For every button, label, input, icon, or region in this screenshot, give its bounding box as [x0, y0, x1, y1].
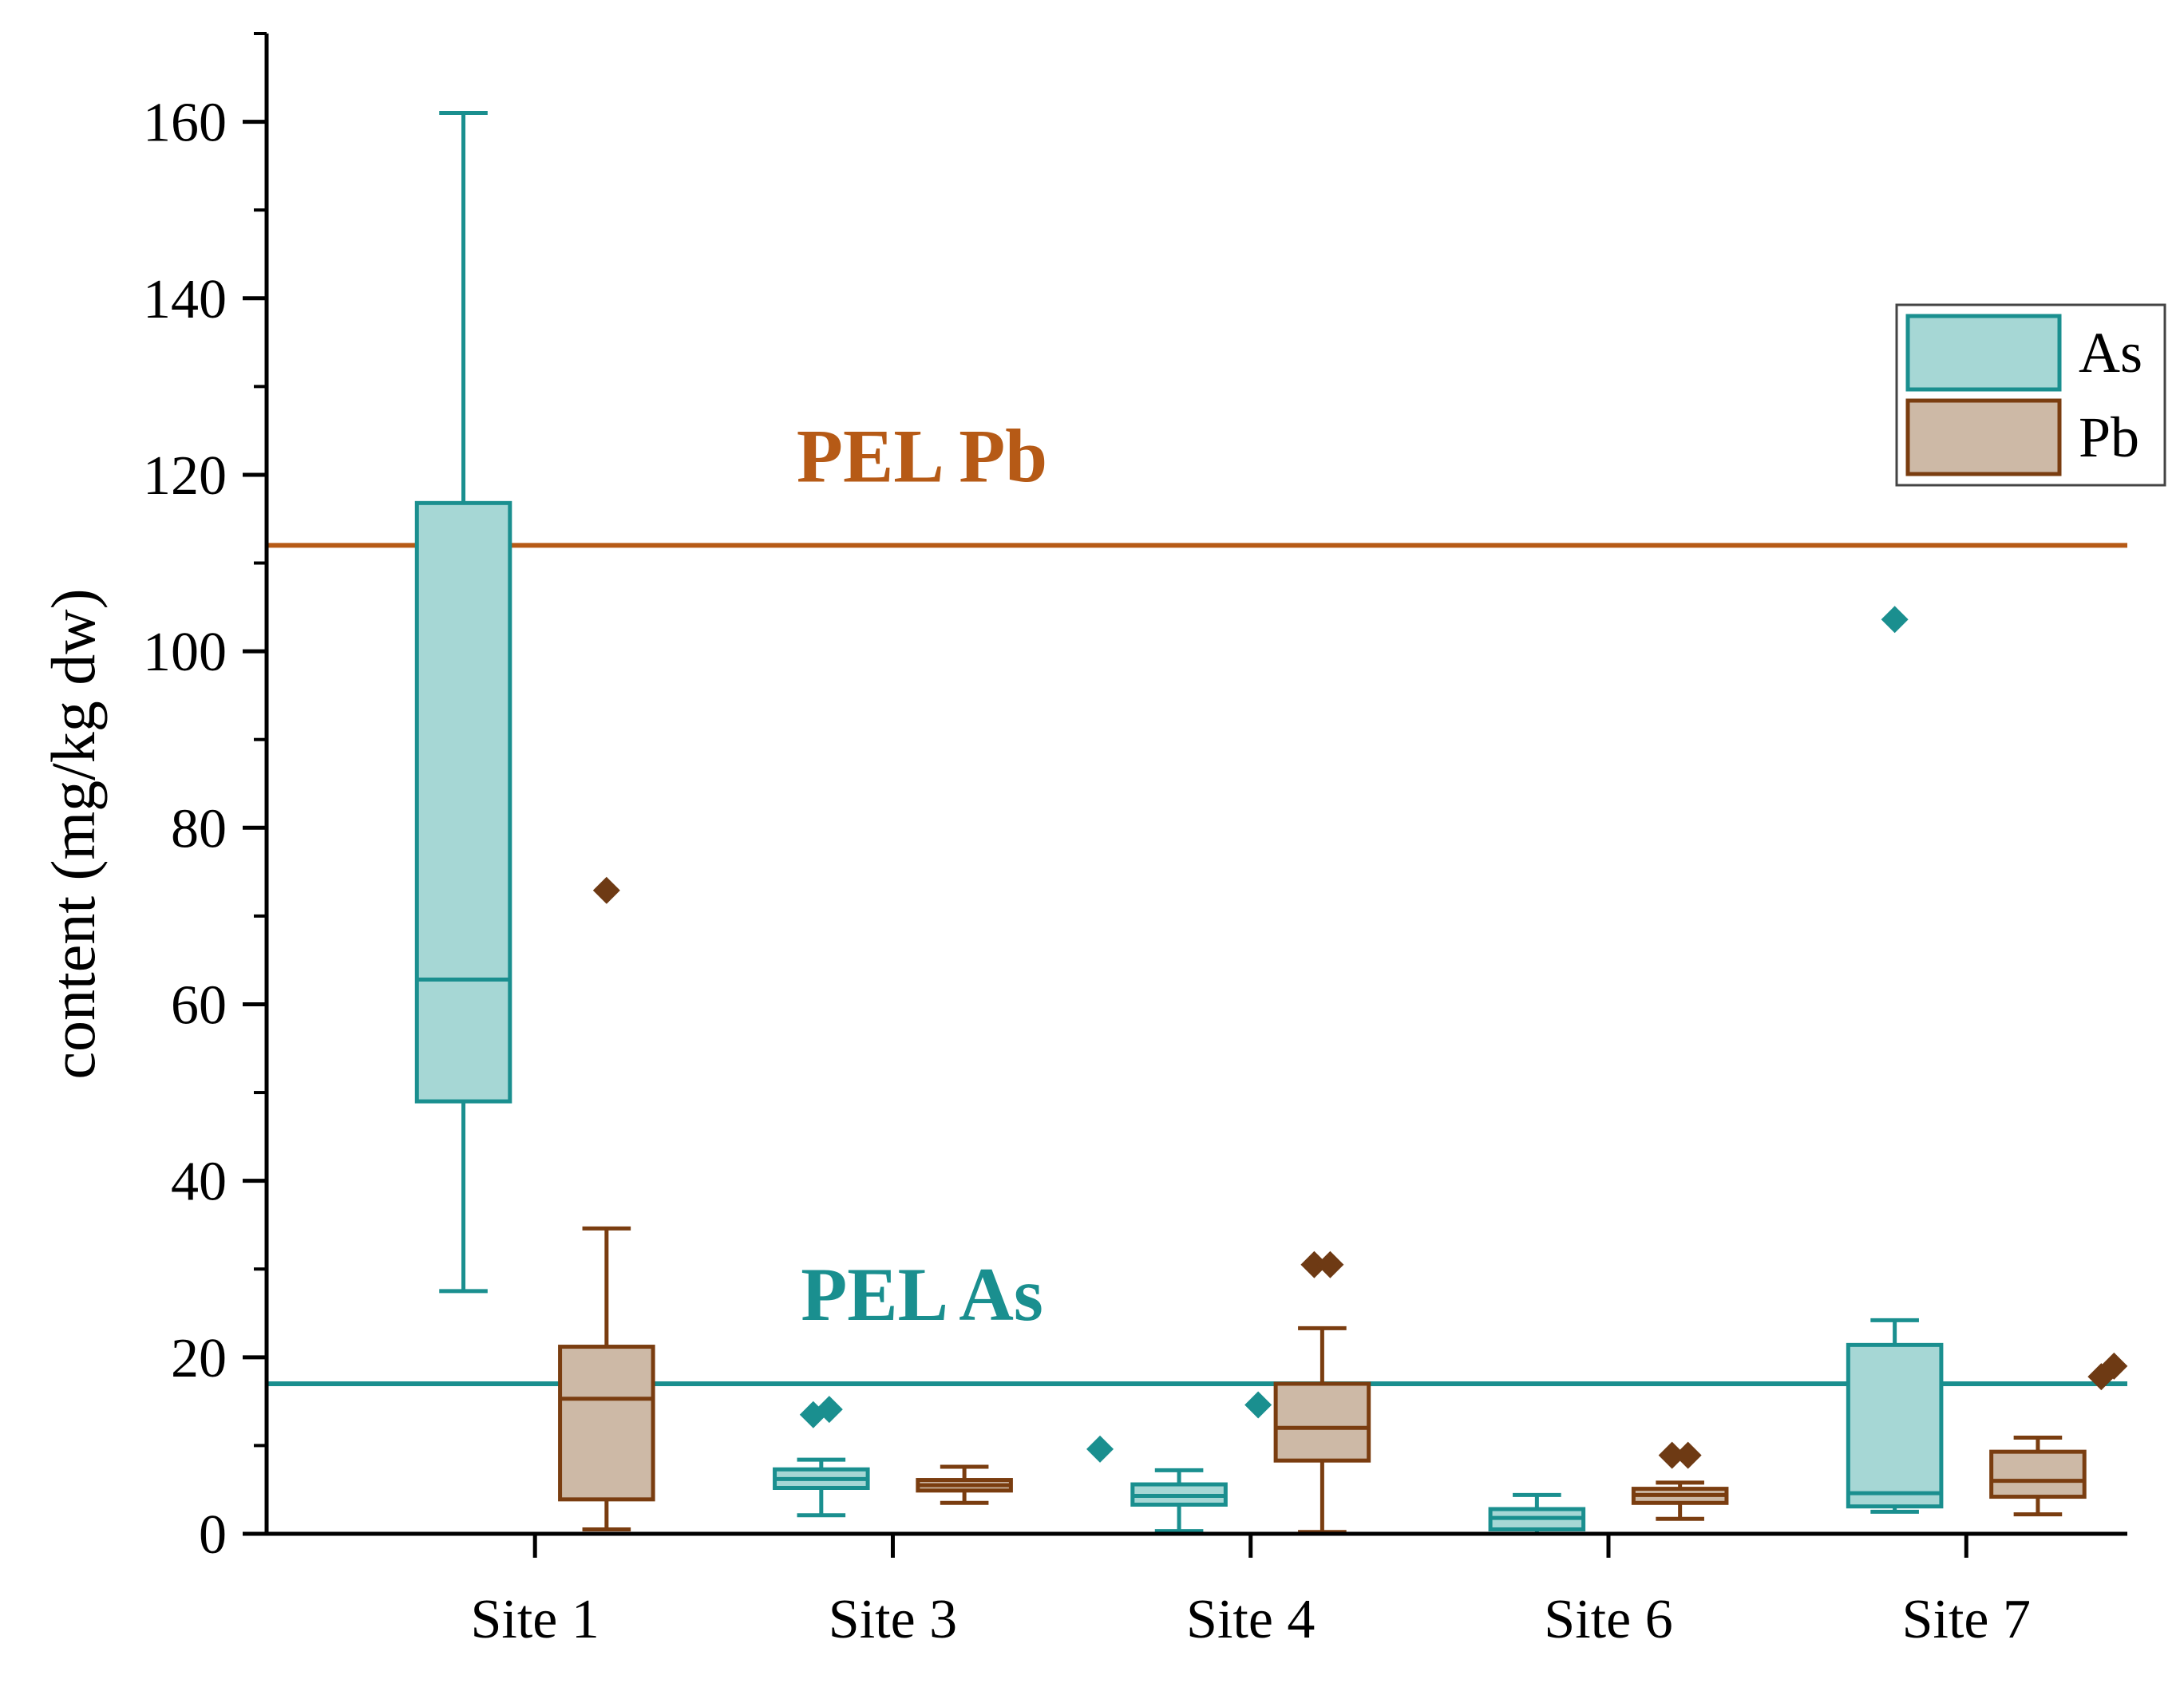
box: [1273, 1326, 1371, 1535]
outlier-marker: [1244, 1391, 1272, 1419]
reference-line-label: PEL As: [801, 1252, 1043, 1337]
legend: As Pb: [1895, 303, 2166, 487]
box: [558, 1226, 655, 1531]
x-axis-ticks: Site 1 Site 3 Site 4 Site 6 Site 7: [470, 1534, 2031, 1650]
box: [773, 1457, 870, 1518]
box-body: [1273, 1381, 1371, 1463]
box-series: [414, 111, 2087, 1536]
y-tick-label: 120: [143, 445, 227, 507]
box: [414, 111, 512, 1294]
legend-swatch: [1905, 314, 2062, 392]
outlier-markers: [592, 606, 2128, 1469]
outlier-marker: [1086, 1435, 1114, 1463]
outlier-marker: [1674, 1441, 1702, 1469]
box: [1989, 1435, 2087, 1517]
reference-lines: PEL Pb PEL As: [267, 413, 2127, 1386]
y-tick-label: 60: [171, 974, 227, 1036]
y-axis-title: content (mg/kg dw): [38, 588, 108, 1079]
x-tick-label: Site 3: [829, 1589, 957, 1650]
x-tick-label: Site 4: [1186, 1589, 1315, 1650]
box: [1631, 1480, 1729, 1521]
outlier-marker: [1300, 1250, 1328, 1278]
outlier-marker: [1316, 1250, 1344, 1278]
y-tick-label: 160: [143, 93, 227, 154]
legend-swatch: [1905, 398, 2062, 476]
box-body: [414, 500, 512, 1104]
x-tick-label: Site 7: [1902, 1589, 2031, 1650]
box: [916, 1464, 1013, 1505]
y-minor-ticks: [254, 32, 267, 1448]
box: [1488, 1492, 1586, 1536]
box: [1846, 1318, 1944, 1514]
y-tick-label: 140: [143, 269, 227, 330]
y-tick-label: 20: [171, 1328, 227, 1389]
legend-label: As: [2079, 321, 2142, 385]
box-body: [1989, 1449, 2087, 1499]
y-tick-label: 0: [199, 1504, 227, 1566]
y-tick-label: 80: [171, 798, 227, 859]
outlier-marker: [815, 1396, 843, 1424]
outlier-marker: [1658, 1441, 1686, 1469]
outlier-marker: [1881, 606, 1909, 634]
box-body: [558, 1345, 655, 1502]
box: [1130, 1468, 1228, 1534]
x-tick-label: Site 6: [1544, 1589, 1672, 1650]
x-tick-label: Site 1: [470, 1589, 599, 1650]
y-axis-ticks: 0 20 40 60 80 100 120 140 160: [143, 93, 267, 1566]
y-tick-label: 40: [171, 1152, 227, 1213]
reference-line-label: PEL Pb: [797, 413, 1047, 498]
legend-label: Pb: [2079, 405, 2139, 469]
y-tick-label: 100: [143, 622, 227, 683]
box-body: [1846, 1342, 1944, 1509]
outlier-marker: [2100, 1352, 2128, 1380]
outlier-marker: [592, 876, 620, 904]
